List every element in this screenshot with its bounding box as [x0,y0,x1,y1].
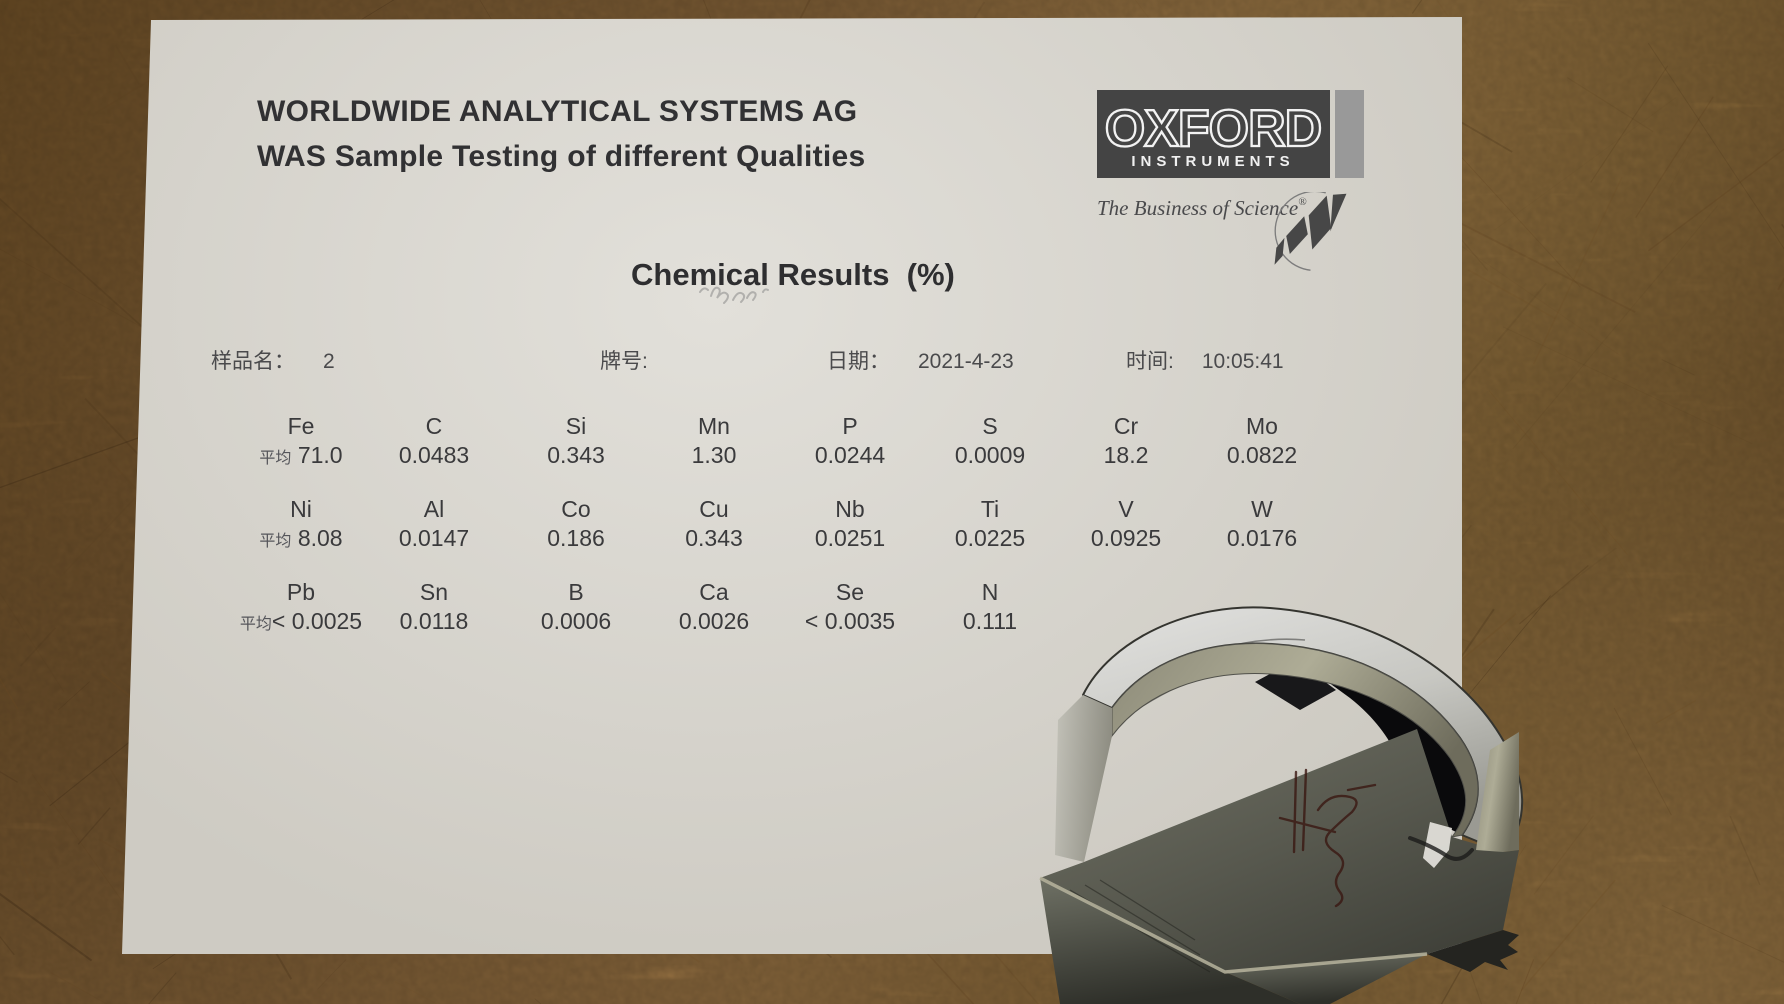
svg-text:INSTRUMENTS: INSTRUMENTS [1131,153,1294,170]
svg-text:OXFORD: OXFORD [1105,100,1321,158]
